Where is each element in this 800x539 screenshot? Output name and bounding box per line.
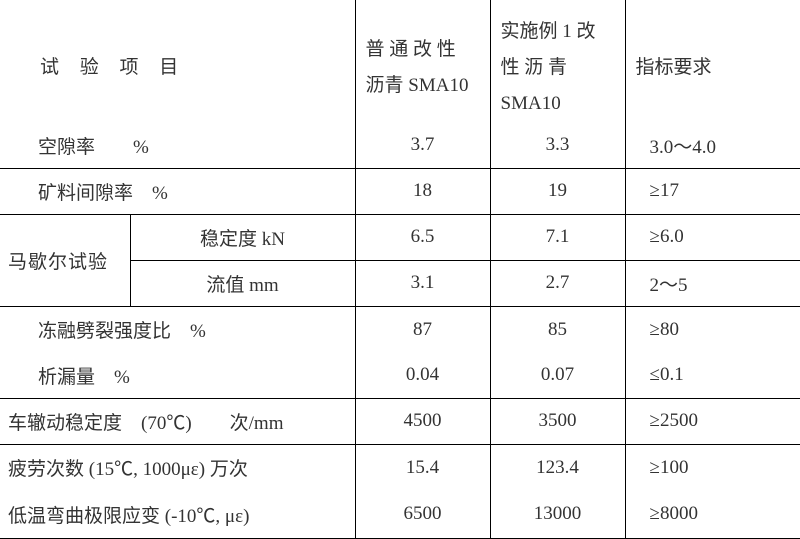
- r5-label: 析漏量 %: [38, 367, 130, 388]
- r6-v1: 4500: [404, 410, 442, 431]
- r7-req: ≥100: [650, 457, 689, 478]
- r5-v1: 0.04: [406, 364, 439, 385]
- r8-v1: 6500: [404, 503, 442, 524]
- r4-req: ≥80: [650, 319, 679, 340]
- r8-v2: 13000: [534, 503, 582, 524]
- r4-v2: 85: [548, 319, 567, 340]
- data-table: 试 验 项 目 普 通 改 性 沥青 SMA10 实施例 1 改 性 沥 青 S…: [0, 0, 800, 539]
- r1-req: ≥17: [650, 180, 679, 201]
- r2-req: ≥6.0: [650, 226, 684, 247]
- r3-v2: 2.7: [546, 272, 570, 293]
- r4-label: 冻融劈裂强度比 %: [38, 321, 206, 342]
- header-ex1-2: 性 沥 青: [501, 50, 625, 86]
- r3-req: 2～5: [650, 275, 688, 296]
- header-normal-2: 沥青 SMA10: [366, 68, 490, 104]
- header-ex1-3: SMA10: [501, 86, 625, 122]
- r0-req: 3.0～4.0: [650, 137, 717, 158]
- r6-req: ≥2500: [650, 410, 698, 431]
- r6-label: 车辙动稳定度 (70℃) 次/mm: [8, 413, 284, 434]
- header-req: 指标要求: [636, 57, 712, 78]
- r5-req: ≤0.1: [650, 364, 684, 385]
- marshall-label: 马歇尔试验: [8, 252, 108, 273]
- r6-v2: 3500: [539, 410, 577, 431]
- r1-label: 矿料间隙率 %: [38, 183, 168, 204]
- r1-v1: 18: [413, 180, 432, 201]
- r4-v1: 87: [413, 319, 432, 340]
- r7-label: 疲劳次数 (15℃, 1000με) 万次: [8, 459, 248, 480]
- r7-v2: 123.4: [536, 457, 579, 478]
- r2-v1: 6.5: [411, 226, 435, 247]
- r0-label: 空隙率 %: [38, 137, 149, 158]
- r1-v2: 19: [548, 180, 567, 201]
- r0-v1: 3.7: [411, 134, 435, 155]
- r2-label: 稳定度 kN: [200, 229, 285, 250]
- header-ex1-1: 实施例 1 改: [501, 14, 625, 50]
- r0-v2: 3.3: [546, 134, 570, 155]
- header-test-item: 试 验 项 目: [40, 57, 186, 78]
- r7-v1: 15.4: [406, 457, 439, 478]
- r3-v1: 3.1: [411, 272, 435, 293]
- r5-v2: 0.07: [541, 364, 574, 385]
- r8-label: 低温弯曲极限应变 (-10℃, με): [8, 506, 249, 527]
- header-normal-1: 普 通 改 性: [366, 32, 490, 68]
- r3-label: 流值 mm: [206, 275, 278, 296]
- r2-v2: 7.1: [546, 226, 570, 247]
- r8-req: ≥8000: [650, 503, 698, 524]
